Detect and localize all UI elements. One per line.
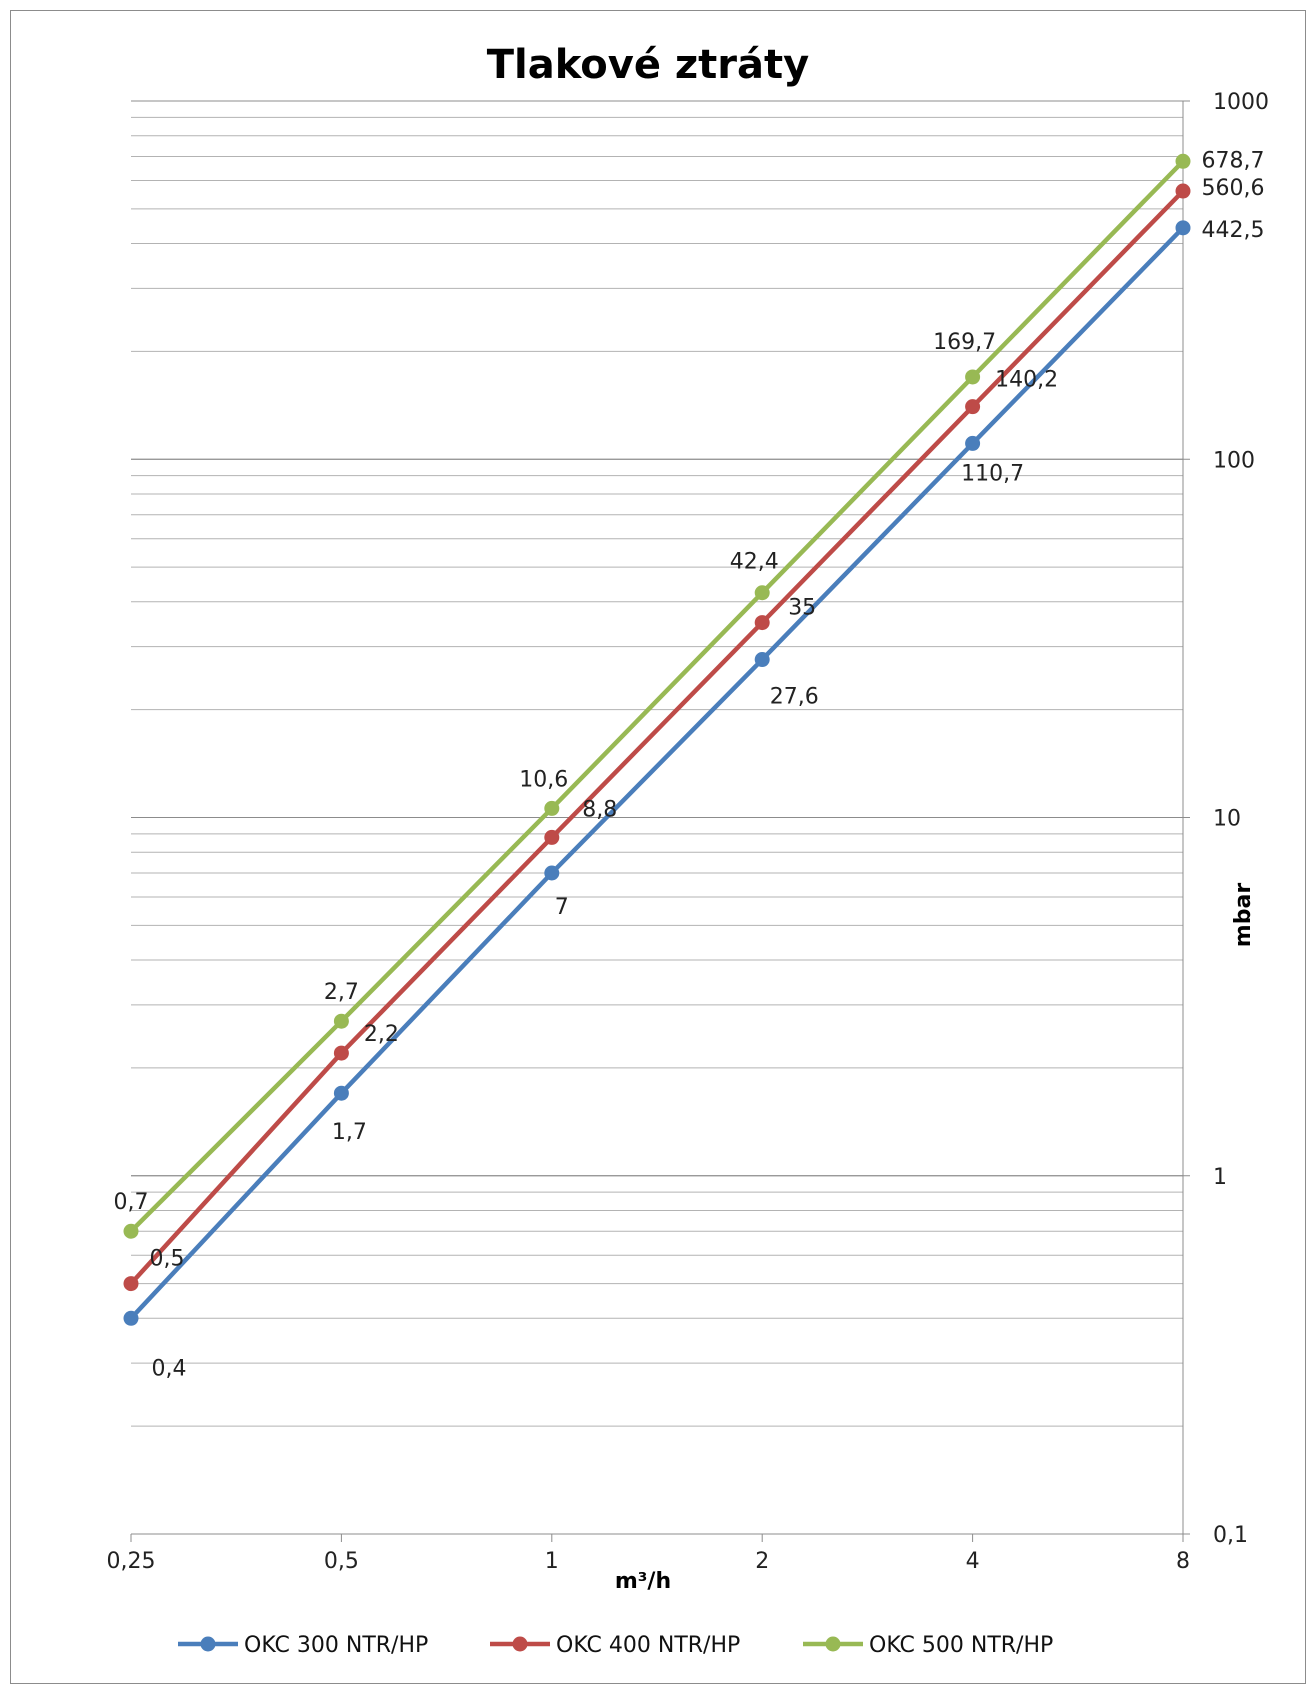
series-lines (129, 159, 1185, 1320)
data-point (544, 829, 560, 845)
data-label: 1,7 (332, 1120, 367, 1145)
data-label: 2,2 (364, 1022, 399, 1047)
legend-marker (512, 1636, 528, 1652)
legend: OKC 300 NTR/HP OKC 400 NTR/HP OKC 500 NTR/… (178, 1633, 1053, 1658)
data-label: 0,7 (114, 1190, 149, 1215)
data-label: 10,6 (519, 767, 568, 792)
x-tick-label: 0,5 (324, 1549, 359, 1574)
data-point (333, 1013, 349, 1029)
y-tick-label: 1 (1213, 1165, 1227, 1190)
series-line-2 (129, 189, 1185, 1286)
x-axis-title: m³/h (615, 1569, 671, 1594)
data-label: 442,5 (1202, 218, 1265, 243)
data-labels: 0,4 1,7 7 27,6 110,7 442,5 0,5 2,2 8,8 35 140,2 560… (114, 148, 1265, 1381)
data-point (965, 369, 981, 385)
x-tick-label: 1 (545, 1549, 559, 1574)
data-label: 35 (788, 596, 816, 621)
data-point (965, 435, 981, 451)
legend-label: OKC 400 NTR/HP (556, 1633, 740, 1658)
y-tick-label: 100 (1213, 448, 1255, 473)
legend-label: OKC 500 NTR/HP (869, 1633, 1053, 1658)
data-point (754, 615, 770, 631)
axes: 0,1 1 10 100 1000 0,25 0,5 1 2 4 8 (107, 90, 1269, 1574)
data-label: 169,7 (933, 330, 996, 355)
data-label: 0,5 (150, 1247, 185, 1272)
data-label: 27,6 (770, 685, 819, 710)
grid-lines (131, 100, 1183, 1535)
data-point (754, 652, 770, 668)
data-label: 678,7 (1202, 148, 1265, 173)
y-tick-label: 0,1 (1213, 1523, 1248, 1548)
data-point (1175, 220, 1191, 236)
data-label: 8,8 (582, 797, 617, 822)
data-label: 2,7 (324, 980, 359, 1005)
y-tick-label: 10 (1213, 807, 1241, 832)
data-point (333, 1085, 349, 1101)
chart-title: Tlakové ztráty (487, 42, 809, 88)
data-point (1175, 153, 1191, 169)
series-line-1 (129, 226, 1185, 1320)
data-point (123, 1310, 139, 1326)
data-point (544, 865, 560, 881)
data-point (754, 585, 770, 601)
data-point (965, 399, 981, 415)
legend-marker (825, 1636, 841, 1652)
x-tick-label: 4 (966, 1549, 980, 1574)
x-tick-label: 0,25 (107, 1549, 156, 1574)
data-label: 42,4 (730, 550, 779, 575)
data-point (1175, 183, 1191, 199)
data-label: 7 (555, 895, 569, 920)
legend-marker (200, 1636, 216, 1652)
y-tick-label: 1000 (1213, 90, 1269, 115)
data-point (333, 1045, 349, 1061)
data-label: 110,7 (961, 461, 1024, 486)
data-label: 560,6 (1202, 176, 1265, 201)
x-tick-label: 2 (755, 1549, 769, 1574)
data-label: 0,4 (152, 1356, 187, 1381)
data-point (123, 1276, 139, 1292)
series-points (123, 153, 1191, 1326)
legend-label: OKC 300 NTR/HP (244, 1633, 428, 1658)
data-label: 140,2 (995, 368, 1058, 393)
series-line-3 (129, 159, 1185, 1233)
data-point (123, 1223, 139, 1239)
x-tick-label: 8 (1176, 1549, 1190, 1574)
y-axis-title: mbar (1231, 883, 1256, 948)
data-point (544, 800, 560, 816)
